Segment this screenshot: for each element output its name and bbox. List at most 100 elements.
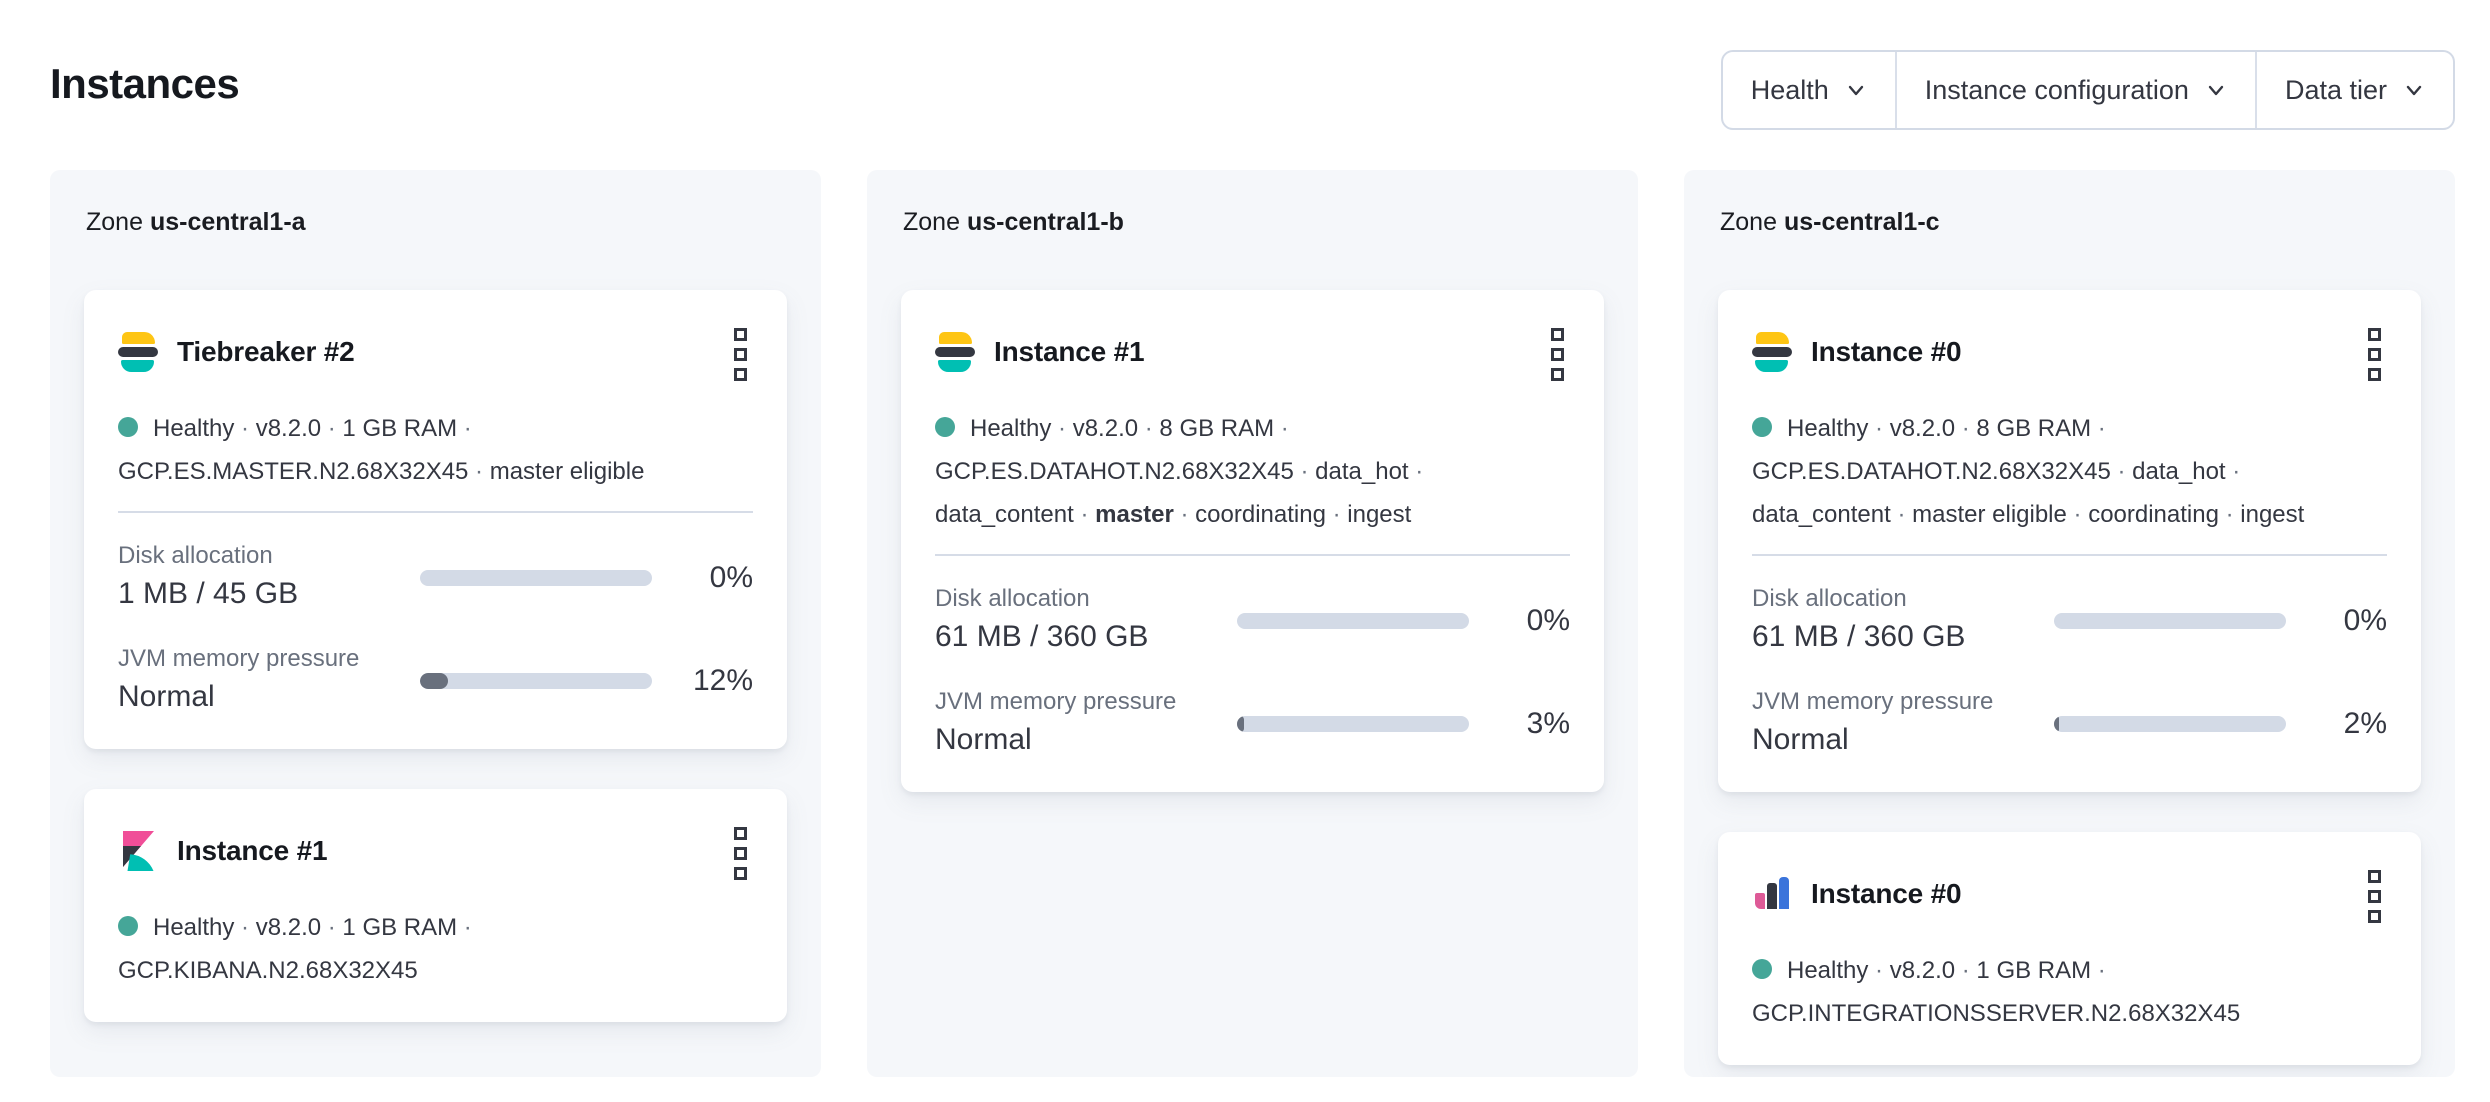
instance-actions-button[interactable] [2362,868,2387,925]
separator-dot: · [1955,957,1977,984]
instance-card: Tiebreaker #2 Healthy · v8.2.0 · 1 GB RA… [84,290,787,749]
zone-panel-us-central1-c: Zone us-central1-c Instance #0 Healthy ·… [1684,170,2455,1077]
card-divider [118,511,753,513]
instance-title: Instance #1 [177,834,328,866]
separator-dot: · [1274,415,1289,442]
metric-percent: 0% [2343,603,2387,637]
card-header: Instance #0 [1752,862,2387,925]
disk-allocation-row: Disk allocation 1 MB / 45 GB 0% [118,539,753,616]
metric-label: Disk allocation [935,585,1090,612]
metric-value: Normal [118,680,215,713]
instance-actions-button[interactable] [728,326,753,383]
kibana-logo-icon [118,830,158,871]
separator-dot: · [1890,501,1913,528]
card-header: Instance #1 [118,819,753,882]
metric-label: JVM memory pressure [935,688,1177,715]
healthy-status-icon [118,916,138,936]
zone-name: us-central1-c [1783,208,1940,236]
separator-dot: · [1868,957,1890,984]
separator-dot: · [321,914,343,941]
separator-dot: · [321,415,343,442]
instance-title: Instance #0 [1811,877,1962,909]
chevron-down-icon [2406,85,2422,96]
instance-status-line: Healthy · v8.2.0 · 1 GB RAM · GCP.KIBANA… [118,906,753,992]
healthy-status-icon [935,417,955,437]
jvm-memory-pressure-row: JVM memory pressure Normal 12% [118,642,753,719]
integrations-server-logo-icon [1752,874,1792,914]
card-divider [1752,554,2387,556]
status-tokens: Healthy · v8.2.0 · 1 GB RAM · GCP.ES.MAS… [118,415,645,485]
instance-actions-button[interactable] [2362,326,2387,383]
separator-dot: · [1868,415,1890,442]
separator-dot: · [234,415,256,442]
metric-value: Normal [1752,723,1849,756]
separator-dot: · [1138,415,1160,442]
chevron-down-icon [2208,85,2224,96]
instance-title: Instance #1 [994,335,1145,367]
healthy-status-icon [1752,959,1772,979]
kebab-menu-icon [2368,870,2381,883]
separator-dot: · [457,415,472,442]
status-tokens: Healthy · v8.2.0 · 8 GB RAM · GCP.ES.DAT… [935,415,1424,528]
status-tokens: Healthy · v8.2.0 · 1 GB RAM · GCP.KIBANA… [118,914,472,984]
separator-dot: · [2218,501,2241,528]
status-tokens: Healthy · v8.2.0 · 8 GB RAM · GCP.ES.DAT… [1752,415,2305,528]
zone-name: us-central1-a [149,208,306,236]
zone-name: us-central1-b [966,208,1124,236]
disk-allocation-meter [2054,612,2286,629]
zone-title: Zone us-central1-b [903,208,1124,236]
separator-dot: · [1293,458,1316,485]
chevron-down-icon [1848,85,1863,96]
filter-instance-configuration-label: Instance configuration [1924,74,2189,105]
instance-title: Instance #0 [1811,335,1962,367]
instance-card: Instance #1 Healthy · v8.2.0 · 8 GB RAM … [901,290,1604,792]
filter-health-button[interactable]: Health [1723,52,1895,128]
status-tokens: Healthy · v8.2.0 · 1 GB RAM · GCP.INTEGR… [1752,957,2241,1027]
metrics: Disk allocation 61 MB / 360 GB 0% JVM me… [1752,582,2387,762]
jvm-memory-pressure-row: JVM memory pressure Normal 3% [935,685,1570,762]
separator-dot: · [2091,957,2106,984]
metric-percent: 0% [709,560,753,594]
filter-health-label: Health [1750,74,1829,105]
instance-status-line: Healthy · v8.2.0 · 8 GB RAM · GCP.ES.DAT… [935,407,1570,536]
instance-card: Instance #0 Healthy · v8.2.0 · 8 GB RAM … [1718,290,2421,792]
kebab-menu-icon [1551,328,1564,341]
filter-group: Health Instance configuration Data tier [1720,50,2455,130]
metrics: Disk allocation 61 MB / 360 GB 0% JVM me… [935,582,1570,762]
card-divider [935,554,1570,556]
kebab-menu-icon [734,827,747,840]
metric-value: 61 MB / 360 GB [935,620,1149,653]
jvm-memory-pressure-meter [1237,715,1469,732]
healthy-status-icon [1752,417,1772,437]
elasticsearch-logo-icon [118,331,158,372]
separator-dot: · [1073,501,1096,528]
metric-value: 1 MB / 45 GB [118,577,299,610]
kebab-menu-icon [2368,328,2381,341]
metric-percent: 0% [1526,603,1570,637]
metric-value: 61 MB / 360 GB [1752,620,1966,653]
zone-title: Zone us-central1-c [1720,208,1940,236]
instance-status-line: Healthy · v8.2.0 · 1 GB RAM · GCP.INTEGR… [1752,949,2387,1035]
separator-dot: · [1173,501,1196,528]
zones-row: Zone us-central1-a Tiebreaker #2 Healthy… [50,170,2455,1077]
separator-dot: · [1051,415,1073,442]
filter-data-tier-button[interactable]: Data tier [2254,52,2453,128]
separator-dot: · [2110,458,2133,485]
separator-dot: · [234,914,256,941]
card-header: Tiebreaker #2 [118,320,753,383]
jvm-memory-pressure-row: JVM memory pressure Normal 2% [1752,685,2387,762]
instance-actions-button[interactable] [728,825,753,882]
jvm-memory-pressure-meter [420,672,652,689]
disk-allocation-meter [420,569,652,586]
metric-percent: 12% [692,663,753,697]
instance-actions-button[interactable] [1545,326,1570,383]
instance-status-line: Healthy · v8.2.0 · 8 GB RAM · GCP.ES.DAT… [1752,407,2387,536]
separator-dot: · [2091,415,2106,442]
instance-title: Tiebreaker #2 [177,335,355,367]
metric-percent: 3% [1526,706,1570,740]
jvm-memory-pressure-meter [2054,715,2286,732]
separator-dot: · [468,458,490,485]
zone-title: Zone us-central1-a [86,208,306,236]
filter-instance-configuration-button[interactable]: Instance configuration [1894,52,2255,128]
metric-percent: 2% [2343,706,2387,740]
